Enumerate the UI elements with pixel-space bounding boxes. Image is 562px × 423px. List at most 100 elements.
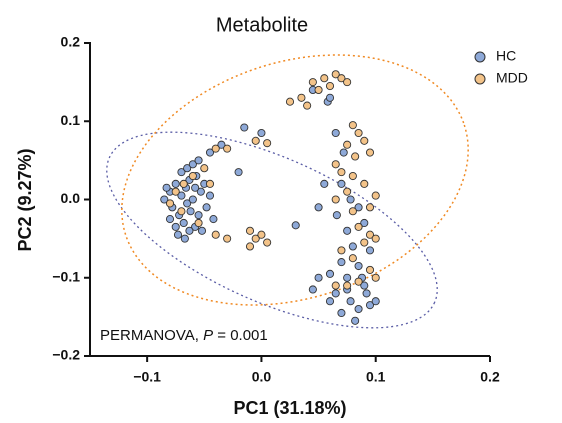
x-tick-label: 0.0 (252, 369, 272, 385)
x-tick-label: −0.1 (133, 369, 161, 385)
point (351, 152, 360, 161)
point (343, 78, 352, 87)
point (188, 195, 197, 204)
point (223, 144, 232, 153)
x-axis-label: PC1 (31.18%) (233, 398, 346, 418)
point (348, 207, 357, 216)
point (177, 207, 186, 216)
point (263, 238, 272, 247)
point (365, 230, 375, 239)
point (320, 74, 329, 83)
point (348, 254, 357, 263)
point (314, 273, 323, 282)
point (346, 297, 355, 306)
point (365, 246, 375, 255)
point (354, 304, 363, 314)
point (325, 81, 335, 91)
point (331, 160, 340, 169)
point (343, 140, 352, 149)
point (343, 226, 352, 235)
point (185, 226, 194, 235)
point (180, 234, 189, 243)
point (331, 195, 340, 204)
point (331, 70, 340, 79)
point (257, 128, 266, 138)
point (285, 97, 295, 106)
point (337, 246, 346, 255)
point (348, 171, 357, 181)
note-text: PERMANOVA, (100, 327, 203, 344)
point (371, 297, 380, 306)
point (325, 93, 335, 102)
point (346, 195, 355, 204)
point (177, 191, 186, 200)
point (320, 179, 329, 188)
point (297, 93, 306, 102)
point (251, 234, 260, 243)
point (325, 269, 335, 278)
point (337, 74, 346, 83)
point (171, 187, 180, 196)
point (365, 203, 375, 212)
point (343, 281, 352, 290)
point (211, 230, 220, 239)
point (362, 289, 371, 298)
point (332, 211, 341, 220)
point (188, 160, 197, 169)
point (196, 187, 205, 196)
point (240, 123, 249, 132)
point (314, 85, 323, 94)
point (205, 179, 215, 188)
point (339, 148, 348, 157)
chart-title: Metabolite (216, 14, 308, 36)
point (188, 171, 197, 181)
point (191, 183, 200, 192)
legend-label: MDD (496, 70, 528, 86)
y-tick-label: −0.2 (52, 347, 80, 363)
point (354, 222, 363, 231)
point (165, 199, 175, 208)
point (194, 211, 203, 220)
point (234, 168, 243, 177)
point (354, 277, 363, 286)
y-axis-label: PC2 (9.27%) (15, 148, 35, 251)
mdd-ellipse (121, 54, 469, 306)
point (211, 144, 220, 153)
point (257, 230, 266, 239)
point (217, 140, 226, 149)
point (251, 136, 260, 145)
permanova-note: PERMANOVA, P = 0.001 (100, 327, 268, 344)
point (245, 226, 255, 235)
point (360, 281, 369, 290)
point (308, 78, 317, 87)
point (205, 148, 215, 157)
point (331, 281, 340, 290)
point (348, 242, 357, 251)
point (360, 238, 369, 247)
point (343, 187, 352, 196)
point (337, 179, 346, 188)
point (303, 101, 312, 110)
point (245, 242, 255, 251)
x-tick-label: 0.1 (366, 369, 386, 385)
note-stat: P (203, 327, 213, 344)
point (160, 195, 169, 204)
point (337, 168, 346, 177)
point (365, 148, 375, 157)
point (194, 156, 203, 165)
point (308, 285, 317, 294)
point (183, 199, 192, 208)
legend-marker (474, 51, 486, 63)
point (325, 297, 335, 306)
point (171, 222, 180, 231)
point (314, 203, 323, 212)
point (371, 234, 380, 243)
note-value: = 0.001 (213, 327, 268, 344)
legend-label: HC (496, 48, 516, 64)
point (348, 121, 357, 130)
point (194, 218, 203, 228)
y-tick-label: 0.1 (61, 112, 81, 128)
point (354, 203, 363, 212)
legend-marker (474, 73, 486, 85)
